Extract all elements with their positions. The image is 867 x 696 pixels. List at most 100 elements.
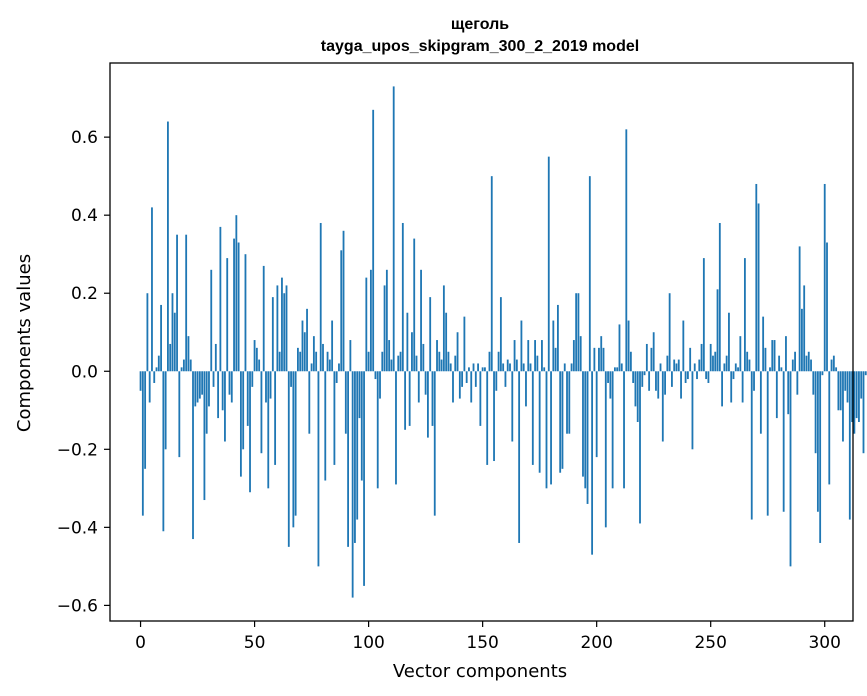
bar-component-215 — [629, 351, 632, 372]
bar-component-194 — [582, 371, 584, 477]
bar-component-183 — [556, 304, 559, 372]
bar-component-291 — [803, 285, 806, 372]
bar-component-191 — [575, 293, 578, 372]
bar-component-12 — [167, 121, 169, 372]
bar-component-212 — [623, 371, 625, 489]
bar-component-86 — [335, 371, 338, 383]
bar-component-3 — [146, 293, 149, 372]
bar-component-111 — [392, 86, 395, 372]
bar-component-51 — [255, 347, 258, 372]
y-tick-label: 0.6 — [71, 128, 98, 148]
bar-component-177 — [543, 367, 546, 372]
bar-component-226 — [655, 371, 657, 391]
bar-component-311 — [848, 371, 851, 520]
bar-component-59 — [274, 371, 277, 465]
bar-component-107 — [383, 285, 386, 372]
bar-component-244 — [696, 371, 698, 380]
bar-component-21 — [187, 336, 190, 372]
bar-component-173 — [534, 340, 536, 372]
bar-component-19 — [182, 359, 185, 372]
bar-component-296 — [814, 371, 817, 454]
x-tick-label: 250 — [694, 633, 726, 653]
bar-component-128 — [431, 371, 434, 426]
y-tick-label: 0.2 — [71, 284, 98, 304]
bar-component-264 — [741, 371, 744, 403]
bar-component-195 — [584, 371, 587, 489]
bar-component-196 — [586, 371, 589, 504]
bar-component-137 — [452, 371, 454, 403]
x-tick-label: 0 — [135, 633, 146, 653]
bar-component-166 — [518, 371, 521, 543]
bar-component-288 — [796, 371, 799, 395]
bar-component-213 — [625, 129, 628, 372]
bar-component-201 — [598, 347, 600, 372]
y-axis-ticks: −0.6 −0.4 −0.2 0.0 0.2 0.4 0.6 — [57, 128, 110, 616]
bar-component-254 — [718, 222, 721, 372]
bar-component-301 — [826, 242, 828, 372]
bar-component-174 — [536, 355, 539, 372]
y-tick-label: 0.4 — [71, 206, 98, 226]
bar-component-64 — [285, 285, 288, 372]
bar-component-316 — [860, 371, 863, 399]
bar-component-243 — [693, 363, 696, 372]
bar-component-287 — [794, 351, 796, 372]
bar-component-303 — [830, 359, 833, 372]
bar-component-281 — [780, 367, 783, 372]
bar-component-96 — [358, 371, 361, 419]
y-tick-label: −0.2 — [57, 440, 98, 460]
bar-component-218 — [636, 371, 639, 422]
bar-component-112 — [395, 371, 397, 485]
bar-component-28 — [203, 371, 206, 501]
bar-component-83 — [328, 359, 331, 372]
bar-component-160 — [504, 371, 507, 387]
bar-component-36 — [221, 371, 224, 411]
bar-component-18 — [180, 367, 183, 372]
bar-component-20 — [185, 234, 188, 372]
bar-component-266 — [746, 351, 749, 372]
bar-component-217 — [634, 371, 637, 407]
bar-component-293 — [807, 351, 810, 372]
bar-component-282 — [782, 371, 785, 512]
bar-component-227 — [657, 371, 660, 399]
bar-component-119 — [411, 332, 413, 372]
bar-component-313 — [853, 371, 856, 434]
bar-component-55 — [265, 371, 267, 403]
bar-component-204 — [604, 371, 607, 528]
bar-component-208 — [614, 367, 616, 372]
bar-component-61 — [278, 351, 281, 372]
bar-component-78 — [317, 371, 320, 567]
bar-component-188 — [568, 371, 571, 434]
bar-component-106 — [381, 351, 384, 372]
bar-component-214 — [627, 320, 630, 372]
bar-component-209 — [616, 367, 619, 372]
bar-component-41 — [233, 238, 235, 372]
bar-component-165 — [515, 359, 518, 372]
bar-component-242 — [691, 371, 694, 450]
bar-component-192 — [577, 293, 580, 372]
bar-component-245 — [698, 359, 701, 372]
bar-component-9 — [160, 304, 162, 372]
bar-component-68 — [294, 371, 297, 516]
bar-component-100 — [367, 351, 370, 372]
bar-component-317 — [862, 371, 865, 454]
bar-component-142 — [463, 316, 466, 372]
bar-component-304 — [832, 355, 835, 372]
bar-component-90 — [344, 371, 347, 434]
bar-component-102 — [372, 109, 375, 372]
bar-component-158 — [499, 297, 502, 372]
bar-component-50 — [253, 340, 256, 372]
bar-component-150 — [481, 367, 484, 372]
bar-component-121 — [415, 355, 418, 372]
bar-component-37 — [224, 371, 226, 442]
bar-component-229 — [661, 371, 664, 442]
bar-component-143 — [465, 371, 468, 383]
bar-component-80 — [322, 343, 324, 372]
bar-component-5 — [151, 207, 153, 372]
bar-component-1 — [141, 371, 144, 516]
bar-component-52 — [258, 359, 261, 372]
bar-component-104 — [376, 371, 379, 489]
bar-component-122 — [417, 371, 420, 403]
bar-component-109 — [388, 340, 391, 372]
bar-component-156 — [495, 371, 498, 391]
